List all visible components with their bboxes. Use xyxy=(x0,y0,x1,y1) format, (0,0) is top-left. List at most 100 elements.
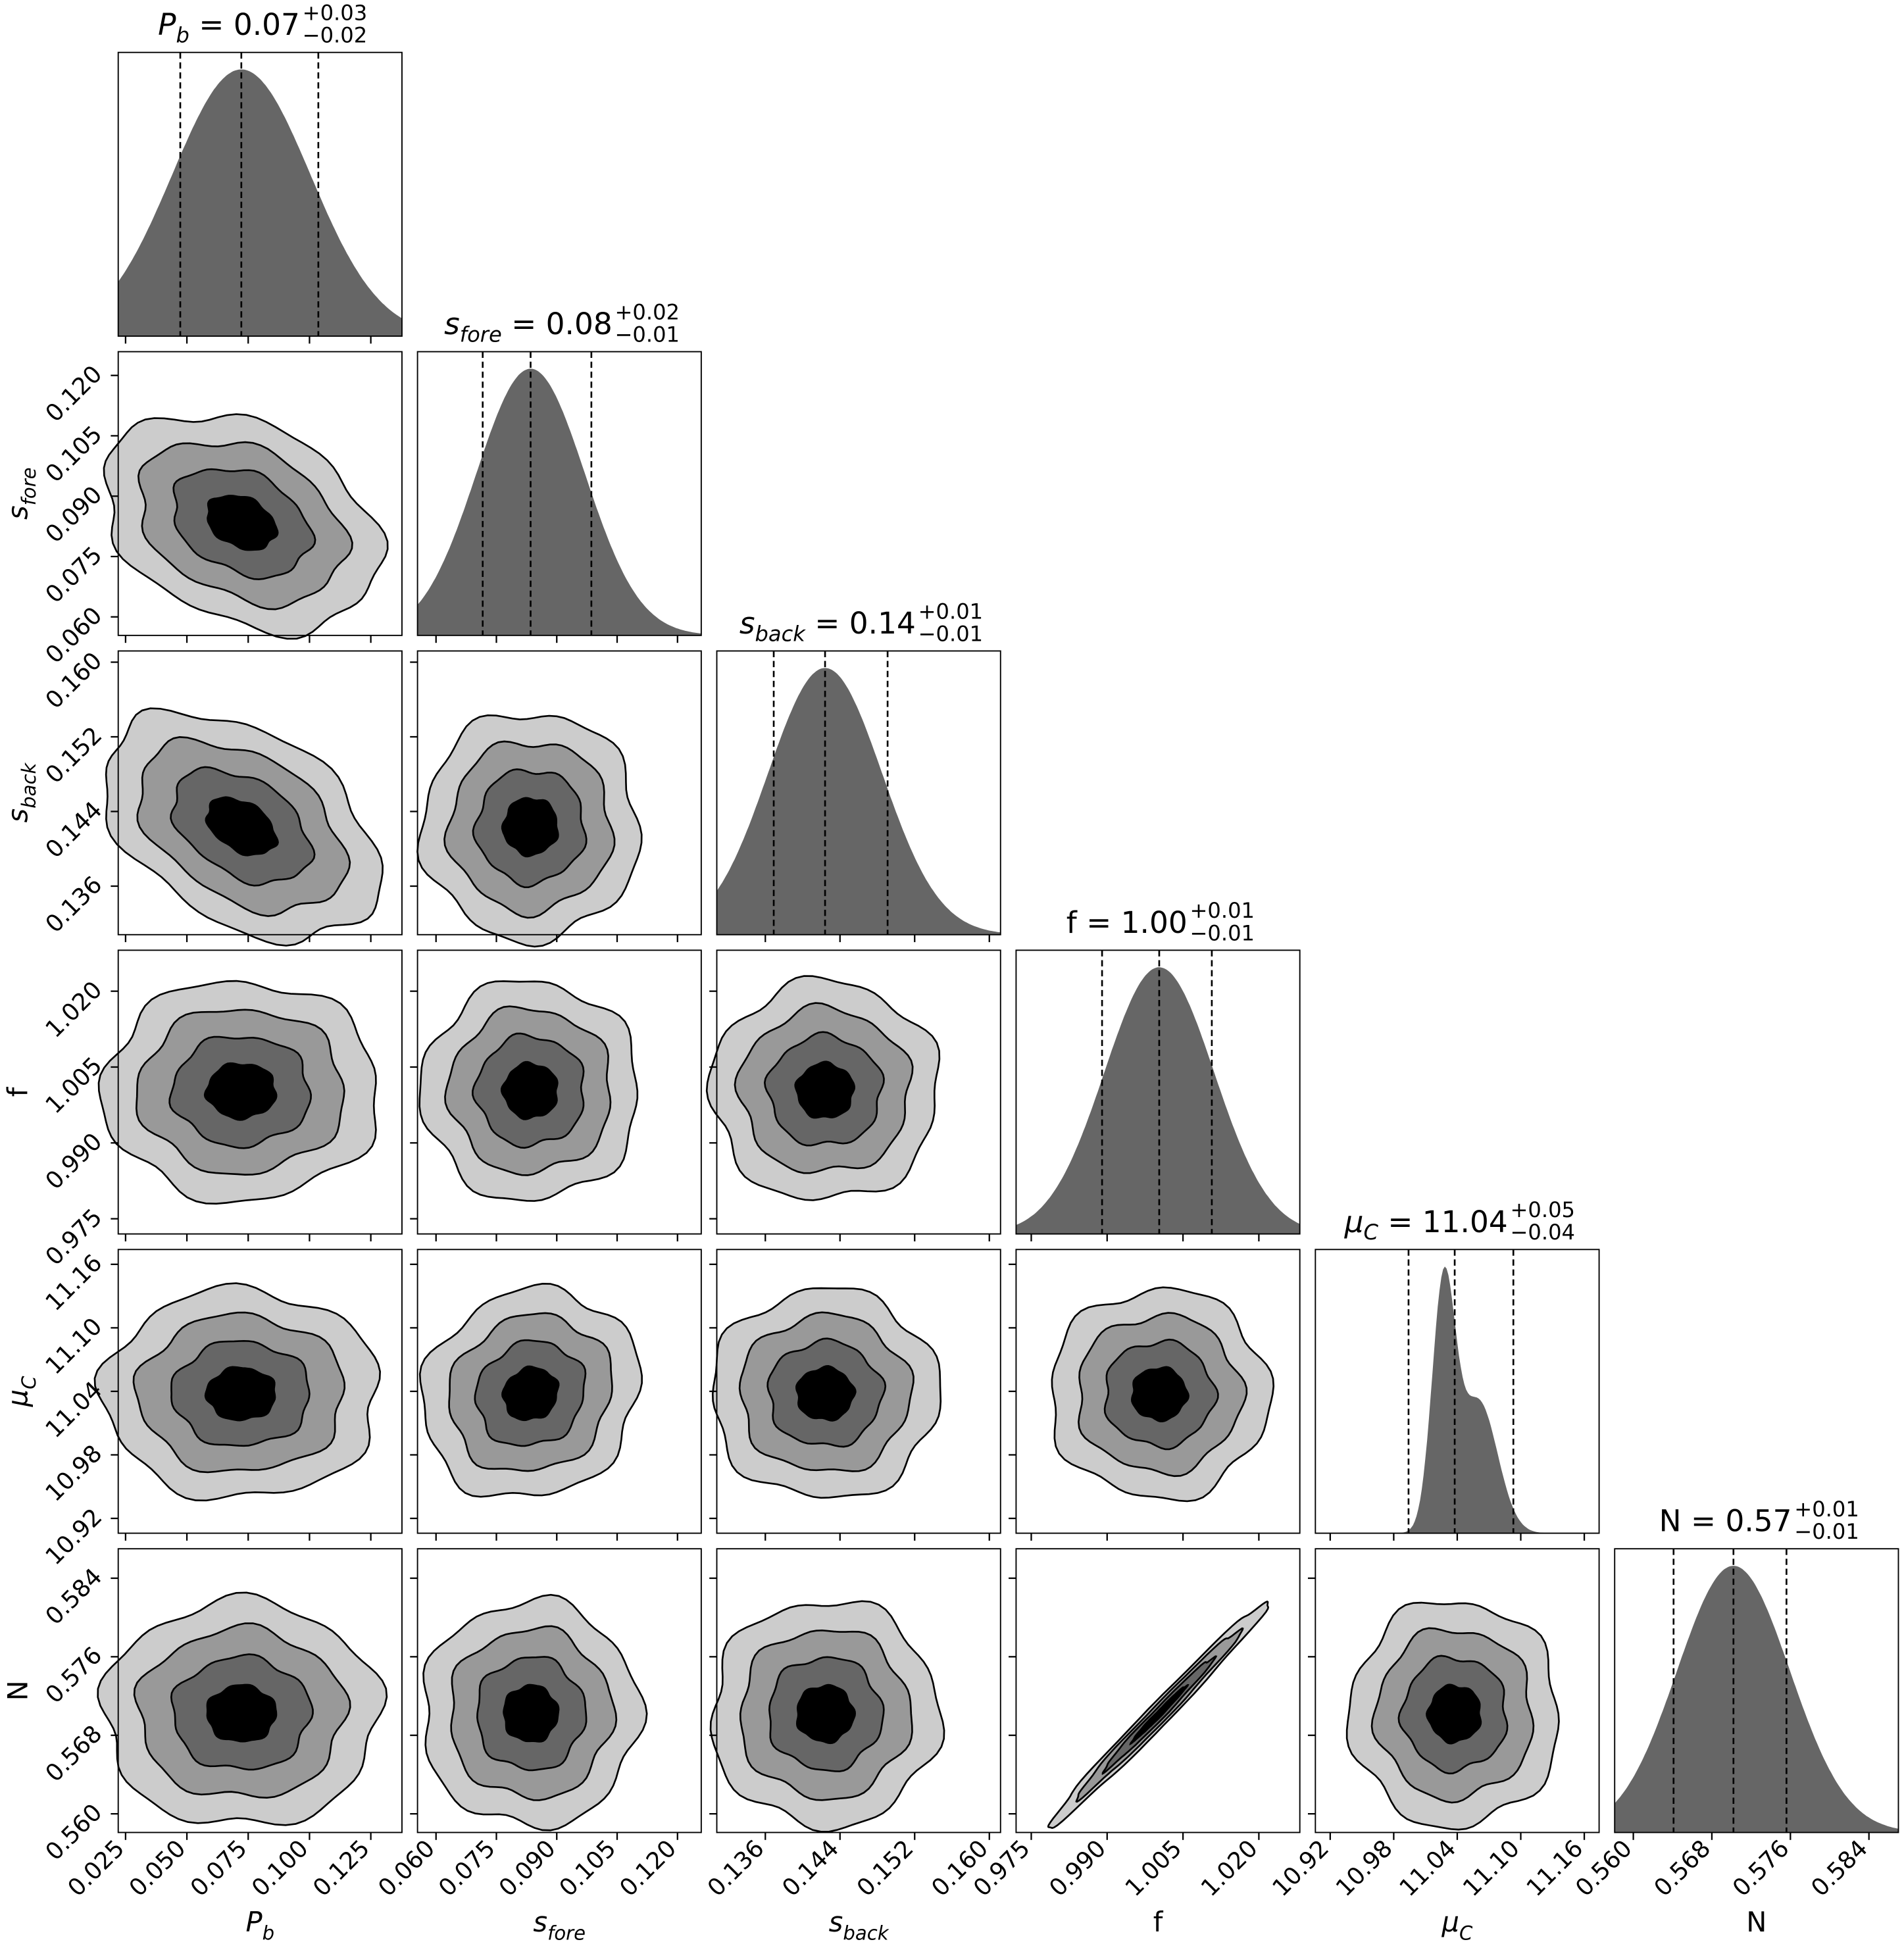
title-upper-error: +0.05 xyxy=(1511,1197,1575,1222)
title-lower-error: −0.01 xyxy=(614,322,679,347)
panel-frame xyxy=(416,949,702,1235)
title-lower-error: −0.02 xyxy=(303,23,367,48)
x-axis-label-N: N xyxy=(1746,1906,1766,1938)
title-upper-error: +0.01 xyxy=(918,599,984,624)
contour-panel-f-vs-N: 0.975 0.990 1.005 1.020 xyxy=(968,1548,1301,1902)
contour-panel-s_fore-vs-s_back xyxy=(410,650,702,948)
contour-level-3 xyxy=(1129,1684,1190,1746)
contour-level-3 xyxy=(204,1366,276,1422)
x-tick-label: 11.16 xyxy=(1522,1835,1589,1902)
title-upper-error: +0.02 xyxy=(614,299,679,324)
x-axis-label-f: f xyxy=(1153,1906,1164,1938)
panel-title: μC = 11.04 xyxy=(1344,1205,1508,1245)
y-tick-label: 0.136 xyxy=(41,871,108,938)
histogram-panel-s_fore: sfore = 0.08 +0.02−0.01 xyxy=(416,299,702,643)
histogram-fill xyxy=(1315,1266,1599,1533)
panel-frame xyxy=(117,949,403,1235)
contour-panel-f-vs-mu_C xyxy=(1009,1249,1301,1541)
contour-panel-s_back-vs-mu_C xyxy=(709,1249,1001,1541)
y-tick-label: 1.005 xyxy=(41,1052,108,1119)
x-tick-label: 10.92 xyxy=(1267,1835,1334,1902)
x-tick-label: 1.005 xyxy=(1120,1835,1188,1902)
y-tick-label: 0.990 xyxy=(41,1128,108,1195)
histogram-panel-mu_C: μC = 11.04 +0.05−0.04 xyxy=(1315,1197,1600,1541)
y-tick-label: 0.105 xyxy=(41,421,108,488)
x-tick-label: 0.100 xyxy=(247,1835,314,1902)
x-axis-label-P_b: Pb xyxy=(246,1906,275,1944)
histogram-fill xyxy=(716,668,1001,935)
x-tick-label: 0.090 xyxy=(494,1835,561,1902)
contour-level-3 xyxy=(500,1060,559,1120)
title-upper-error: +0.03 xyxy=(303,0,367,25)
x-tick-label: 0.560 xyxy=(1570,1835,1638,1902)
histogram-fill xyxy=(118,69,402,336)
title-lower-error: −0.04 xyxy=(1511,1220,1575,1245)
x-axis-label-mu_C: μC xyxy=(1441,1906,1473,1944)
histogram-panel-P_b: Pb = 0.07 +0.03−0.02 xyxy=(117,0,403,344)
y-tick-label: 0.568 xyxy=(41,1720,108,1787)
histogram-panel-f: f = 1.00 +0.01−0.01 xyxy=(1015,898,1301,1242)
y-tick-label: 10.92 xyxy=(41,1503,108,1570)
panel-frame xyxy=(117,650,403,935)
y-axis-label-N: N xyxy=(2,1680,34,1701)
x-tick-label: 0.152 xyxy=(852,1835,919,1902)
y-tick-label: 0.090 xyxy=(41,482,108,549)
y-tick-label: 0.120 xyxy=(41,361,108,428)
x-tick-label: 0.568 xyxy=(1649,1835,1716,1902)
x-tick-label: 0.060 xyxy=(373,1835,440,1902)
x-axis-label-s_fore: sfore xyxy=(533,1906,586,1944)
contour-level-3 xyxy=(206,1683,278,1743)
panel-frame xyxy=(416,650,702,935)
x-tick-label: 0.125 xyxy=(308,1835,375,1902)
title-lower-error: −0.01 xyxy=(1190,920,1255,945)
panel-frame xyxy=(716,1548,1001,1833)
panel-title: N = 0.57 xyxy=(1659,1504,1792,1539)
title-lower-error: −0.01 xyxy=(1794,1519,1859,1544)
panel-title: f = 1.00 xyxy=(1066,905,1188,940)
panel-frame xyxy=(1614,1548,1899,1833)
y-tick-label: 10.98 xyxy=(41,1440,108,1507)
x-tick-label: 0.050 xyxy=(124,1835,191,1902)
y-tick-label: 11.04 xyxy=(41,1376,108,1443)
histogram-panel-s_back: sback = 0.14 +0.01−0.01 xyxy=(716,599,1001,943)
histogram-fill xyxy=(417,368,701,636)
contour-panel-s_back-vs-N: 0.136 0.144 0.152 0.160 xyxy=(703,1548,1001,1902)
y-axis-label-s_fore: sfore xyxy=(2,467,40,520)
y-axis-label-s_back: sback xyxy=(2,762,40,823)
x-tick-label: 0.075 xyxy=(186,1835,253,1902)
histogram-panel-N: N = 0.57 +0.01−0.01 0.560 0.568 0.576 0.584 xyxy=(1570,1497,1899,1902)
panel-title: sback = 0.14 xyxy=(739,606,916,646)
y-tick-label: 0.075 xyxy=(41,541,108,609)
x-tick-label: 0.990 xyxy=(1044,1835,1111,1902)
x-tick-label: 0.144 xyxy=(777,1835,844,1902)
y-tick-label: 1.020 xyxy=(41,976,108,1043)
x-axis-label-s_back: sback xyxy=(829,1906,889,1944)
panel-frame xyxy=(117,351,403,636)
y-axis-label-mu_C: μC xyxy=(2,1376,40,1407)
contour-level-3 xyxy=(207,495,279,551)
y-tick-label: 0.584 xyxy=(41,1563,108,1630)
contour-panel-s_fore-vs-mu_C xyxy=(410,1249,702,1541)
x-tick-label: 11.10 xyxy=(1458,1835,1525,1902)
contour-level-3 xyxy=(1130,1366,1190,1423)
y-tick-label: 0.144 xyxy=(41,797,108,864)
contour-panel-P_b-vs-N: 0.0250.0500.0750.1000.1250.5600.5680.576… xyxy=(41,1548,403,1902)
histogram-fill xyxy=(1016,967,1300,1234)
panel-frame xyxy=(1015,1548,1301,1833)
x-tick-label: 0.136 xyxy=(703,1835,770,1902)
contour-level-3 xyxy=(203,1062,278,1121)
contour-level-3 xyxy=(794,1060,856,1119)
contour-level-3 xyxy=(795,1683,856,1745)
panel-frame xyxy=(117,51,403,337)
panel-frame xyxy=(716,949,1001,1235)
title-upper-error: +0.01 xyxy=(1794,1497,1859,1522)
y-tick-label: 0.152 xyxy=(41,722,108,789)
y-axis-label-f: f xyxy=(2,1086,34,1097)
panel-frame xyxy=(1015,949,1301,1235)
